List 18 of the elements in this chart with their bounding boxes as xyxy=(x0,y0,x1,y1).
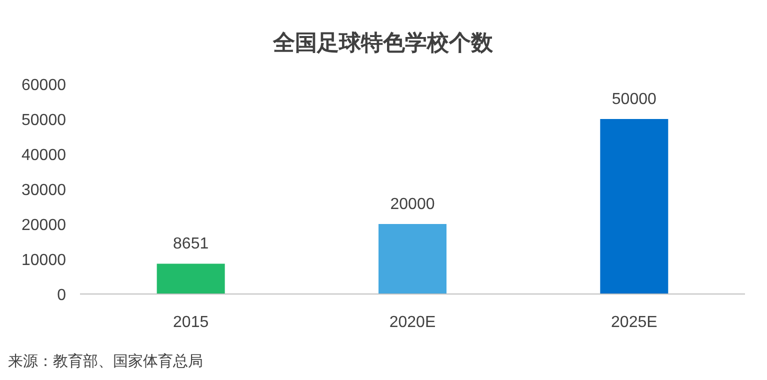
y-tick-label: 60000 xyxy=(22,77,66,94)
x-tick-label: 2015 xyxy=(173,314,209,331)
data-label: 20000 xyxy=(390,196,435,213)
y-tick-label: 20000 xyxy=(22,217,66,234)
x-tick-label: 2025E xyxy=(611,314,658,331)
data-label: 50000 xyxy=(612,91,657,108)
bar xyxy=(156,264,225,294)
y-tick-label: 10000 xyxy=(22,252,66,269)
y-tick-label: 0 xyxy=(57,287,66,304)
bar xyxy=(378,224,446,294)
source-note: 来源：教育部、国家体育总局 xyxy=(8,353,203,370)
bar xyxy=(600,119,668,294)
data-label: 8651 xyxy=(173,236,209,253)
y-tick-label: 30000 xyxy=(22,182,66,199)
y-tick-label: 40000 xyxy=(22,147,66,164)
chart-title: 全国足球特色学校个数 xyxy=(272,30,494,55)
x-tick-label: 2020E xyxy=(389,314,436,331)
y-tick-label: 50000 xyxy=(22,112,66,129)
